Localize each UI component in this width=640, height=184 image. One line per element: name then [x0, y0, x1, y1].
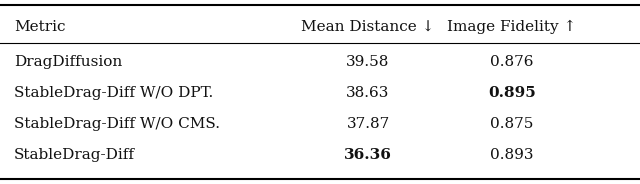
Text: 38.63: 38.63 [346, 86, 390, 100]
Text: 0.875: 0.875 [490, 117, 534, 131]
Text: Image Fidelity ↑: Image Fidelity ↑ [447, 20, 577, 34]
Text: Metric: Metric [14, 20, 65, 34]
Text: StableDrag-Diff: StableDrag-Diff [14, 148, 135, 162]
Text: 0.893: 0.893 [490, 148, 534, 162]
Text: 0.895: 0.895 [488, 86, 536, 100]
Text: 36.36: 36.36 [344, 148, 392, 162]
Text: StableDrag-Diff W/O DPT.: StableDrag-Diff W/O DPT. [14, 86, 213, 100]
Text: 37.87: 37.87 [346, 117, 390, 131]
Text: StableDrag-Diff W/O CMS.: StableDrag-Diff W/O CMS. [14, 117, 220, 131]
Text: Mean Distance ↓: Mean Distance ↓ [301, 20, 435, 34]
Text: DragDiffusion: DragDiffusion [14, 55, 122, 69]
Text: 0.876: 0.876 [490, 55, 534, 69]
Text: 39.58: 39.58 [346, 55, 390, 69]
